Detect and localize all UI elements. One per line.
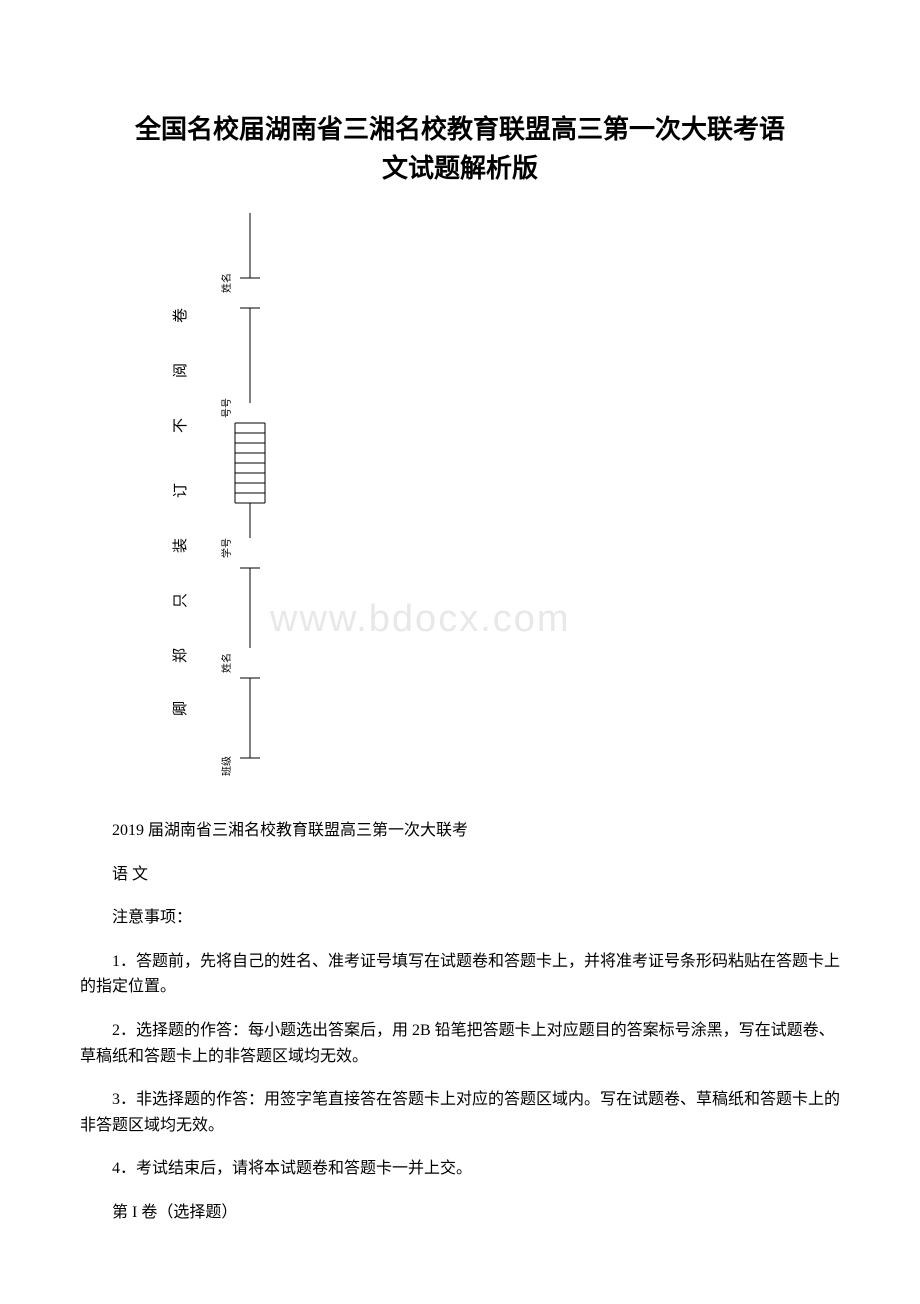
paragraph-8: 第 I 卷（选择题） <box>80 1200 840 1226</box>
diagram-svg: 卷 阅 不 订 装 只 郑 卿 姓名 号号 学号 姓名 班级 <box>130 208 330 788</box>
paragraph-4: 1．答题前，先将自己的姓名、准考证号填写在试题卷和答题卡上，并将准考证号条形码粘… <box>80 949 840 1000</box>
paragraph-7: 4．考试结束后，请将本试题卷和答题卡一并上交。 <box>80 1156 840 1182</box>
binding-diagram: 卷 阅 不 订 装 只 郑 卿 姓名 号号 学号 姓名 班级 www.bdocx… <box>130 208 330 788</box>
paragraph-1: 2019 届湖南省三湘名校教育联盟高三第一次大联考 <box>80 818 840 844</box>
paragraph-6: 3．非选择题的作答：用签字笔直接答在答题卡上对应的答题区域内。写在试题卷、草稿纸… <box>80 1087 840 1138</box>
diagram-char-3: 不 <box>173 418 189 433</box>
diagram-char-4: 订 <box>172 483 189 498</box>
diagram-label-1: 姓名 <box>220 273 233 293</box>
diagram-char-5: 装 <box>172 538 189 553</box>
diagram-label-3: 学号 <box>220 538 233 558</box>
diagram-label-4: 姓名 <box>220 653 233 673</box>
paragraph-2: 语 文 <box>80 862 840 888</box>
diagram-char-7: 郑 <box>172 648 189 663</box>
title-line-1: 全国名校届湖南省三湘名校教育联盟高三第一次大联考语 <box>135 114 785 144</box>
diagram-char-2: 阅 <box>172 363 189 378</box>
title-line-2: 文试题解析版 <box>382 153 538 183</box>
diagram-char-8: 卿 <box>172 701 189 716</box>
paragraph-5: 2．选择题的作答：每小题选出答案后，用 2B 铅笔把答题卡上对应题目的答案标号涂… <box>80 1018 840 1069</box>
diagram-char-1: 卷 <box>172 308 189 323</box>
diagram-label-2: 号号 <box>221 398 233 418</box>
paragraph-3: 注意事项： <box>80 905 840 931</box>
diagram-char-6: 只 <box>173 593 189 608</box>
document-title: 全国名校届湖南省三湘名校教育联盟高三第一次大联考语 文试题解析版 <box>80 110 840 188</box>
diagram-label-5: 班级 <box>221 756 233 776</box>
